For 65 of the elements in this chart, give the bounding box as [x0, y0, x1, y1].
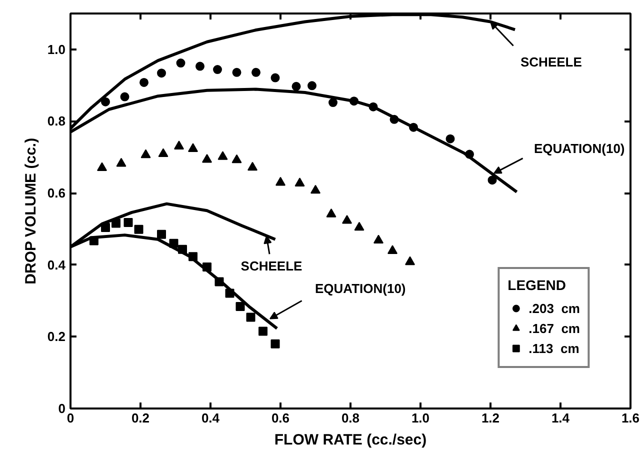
point	[218, 151, 228, 160]
point	[252, 68, 260, 77]
y-tick-label: 0.6	[47, 186, 66, 201]
point	[354, 222, 364, 231]
x-tick-label: 1.4	[551, 410, 570, 426]
point	[294, 178, 305, 186]
point	[140, 149, 151, 158]
y-tick-label: 0.8	[47, 114, 66, 129]
point	[308, 81, 316, 90]
point	[270, 339, 280, 348]
point	[388, 245, 398, 254]
point	[134, 224, 144, 234]
point	[246, 312, 256, 322]
y-tick-label: 0.2	[47, 329, 66, 344]
y-tick-label: 1.0	[47, 42, 66, 57]
x-tick-label: 1.6	[621, 410, 640, 426]
point	[342, 215, 352, 224]
annotation: SCHEELE	[240, 258, 303, 274]
point	[120, 92, 130, 102]
point	[328, 98, 338, 108]
point	[140, 78, 148, 87]
x-tick-label: 0.4	[201, 410, 220, 426]
point	[236, 302, 245, 312]
annotation: EQUATION(10)	[315, 281, 406, 296]
point	[258, 326, 268, 336]
y-axis-title: DROP VOLUME (cc.)	[22, 138, 40, 284]
x-axis-title: FLOW RATE (cc./sec)	[274, 432, 427, 448]
point	[116, 158, 126, 167]
y-tick-label: 0	[58, 401, 66, 416]
point	[213, 65, 222, 74]
point	[202, 154, 212, 163]
point	[326, 208, 336, 218]
point	[292, 82, 301, 91]
point	[188, 143, 198, 152]
legend-title: LEGEND	[508, 277, 568, 293]
text: 1.0	[411, 410, 430, 426]
point	[248, 162, 258, 171]
point	[124, 218, 133, 227]
point	[174, 140, 184, 150]
point	[196, 62, 204, 71]
point	[405, 256, 415, 266]
x-tick-label: 1.2	[481, 410, 500, 426]
point	[157, 68, 166, 78]
point	[97, 162, 107, 172]
x-tick-label: 0.6	[271, 410, 290, 426]
point	[176, 58, 186, 68]
legend-label: .167 cm	[528, 320, 580, 336]
annotation: EQUATION(10)	[534, 140, 625, 156]
legend-label: .113 cm	[528, 340, 580, 356]
point	[158, 148, 168, 158]
point	[446, 134, 455, 144]
point	[101, 97, 110, 106]
point	[232, 68, 242, 77]
annotation: SCHEELE	[520, 54, 582, 70]
legend-label: .203 cm	[528, 300, 580, 316]
y-tick-label: 0.4	[47, 257, 66, 272]
point	[232, 154, 242, 164]
point	[270, 73, 280, 82]
point	[310, 184, 320, 194]
point	[276, 176, 286, 186]
point	[488, 176, 497, 185]
point	[374, 234, 384, 244]
point	[157, 230, 166, 239]
x-tick-label: 0.8	[341, 410, 360, 426]
x-tick-label: 0.2	[131, 410, 150, 426]
